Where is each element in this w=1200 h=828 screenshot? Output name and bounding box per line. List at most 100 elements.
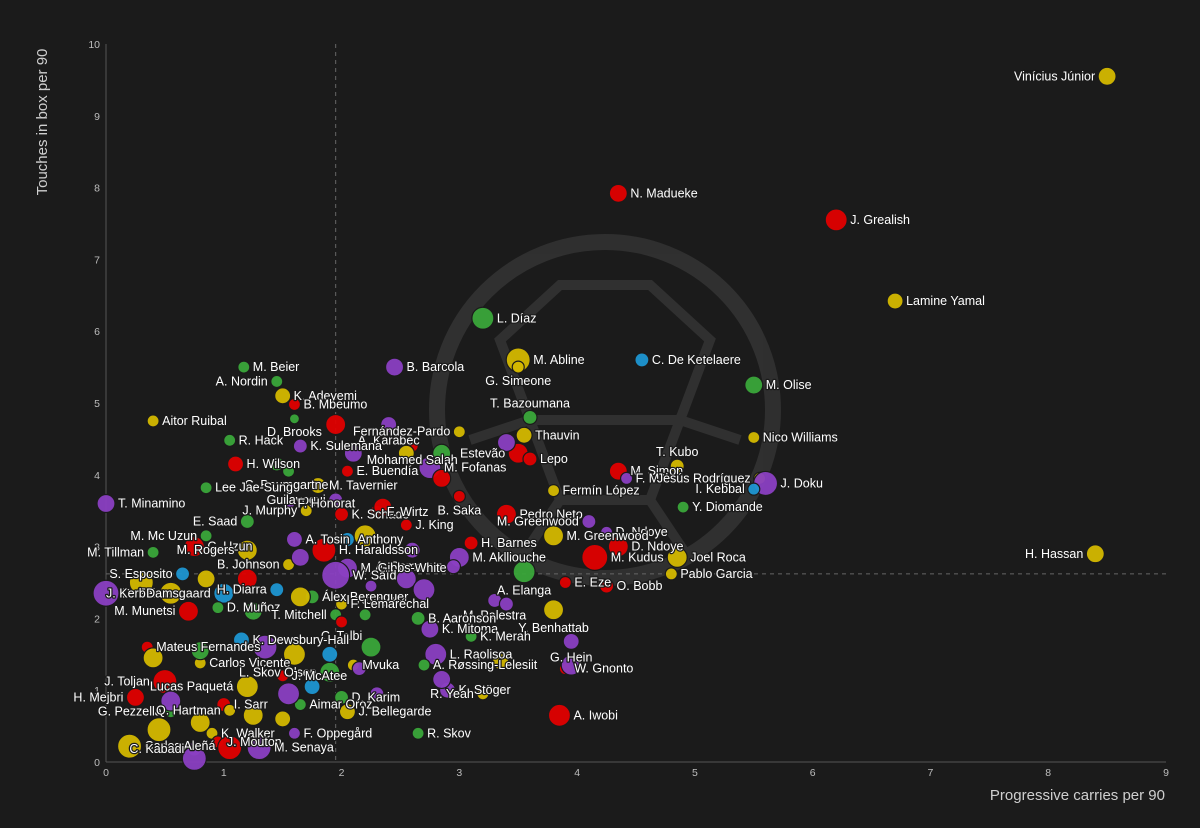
data-point[interactable]: [213, 582, 235, 604]
data-point[interactable]: [232, 631, 251, 649]
data-point[interactable]: [338, 703, 357, 721]
data-point[interactable]: [181, 745, 207, 772]
data-point[interactable]: [190, 641, 210, 661]
data-point[interactable]: [146, 414, 160, 428]
data-point[interactable]: [303, 678, 321, 696]
data-point[interactable]: [498, 596, 515, 612]
data-point[interactable]: [211, 601, 225, 615]
data-point[interactable]: [399, 518, 413, 532]
data-point[interactable]: [1085, 544, 1105, 564]
data-point[interactable]: [325, 413, 347, 436]
data-point[interactable]: [471, 306, 495, 330]
data-point[interactable]: [199, 481, 213, 495]
data-point[interactable]: [274, 387, 292, 405]
data-point[interactable]: [270, 374, 284, 389]
data-point[interactable]: [432, 443, 452, 463]
data-point[interactable]: [311, 537, 337, 563]
data-point[interactable]: [542, 599, 565, 621]
data-point[interactable]: [292, 438, 308, 454]
data-point[interactable]: [476, 687, 490, 701]
data-point[interactable]: [747, 482, 761, 496]
data-point[interactable]: [547, 703, 572, 727]
data-point[interactable]: [608, 183, 628, 203]
data-point[interactable]: [384, 357, 405, 377]
data-point[interactable]: [424, 642, 448, 666]
data-point[interactable]: [886, 292, 904, 310]
data-point[interactable]: [619, 471, 634, 485]
data-point[interactable]: [353, 524, 377, 548]
data-point[interactable]: [246, 735, 272, 761]
data-point[interactable]: [236, 568, 258, 590]
data-point[interactable]: [463, 535, 479, 551]
data-point[interactable]: [464, 629, 478, 643]
data-point[interactable]: [452, 489, 466, 503]
data-point[interactable]: [116, 733, 143, 759]
data-point[interactable]: [288, 413, 301, 425]
data-point[interactable]: [92, 579, 120, 607]
data-point[interactable]: [546, 483, 561, 498]
data-point[interactable]: [744, 375, 764, 395]
data-point[interactable]: [669, 458, 685, 474]
data-point[interactable]: [252, 634, 278, 660]
data-point[interactable]: [432, 468, 452, 488]
data-point[interactable]: [512, 560, 536, 584]
data-point[interactable]: [334, 597, 349, 611]
data-point[interactable]: [299, 504, 313, 518]
data-point[interactable]: [96, 493, 116, 514]
data-point[interactable]: [289, 586, 311, 608]
data-point[interactable]: [373, 497, 393, 517]
data-point[interactable]: [491, 652, 510, 671]
data-point[interactable]: [397, 444, 415, 462]
data-point[interactable]: [146, 545, 160, 559]
data-point[interactable]: [634, 352, 650, 368]
data-point[interactable]: [432, 669, 452, 690]
data-point[interactable]: [360, 636, 382, 658]
data-point[interactable]: [562, 632, 580, 650]
data-point[interactable]: [223, 703, 237, 717]
data-point[interactable]: [269, 582, 285, 598]
data-point[interactable]: [410, 610, 426, 627]
data-point[interactable]: [159, 581, 183, 605]
data-point[interactable]: [358, 608, 372, 622]
data-point[interactable]: [183, 535, 205, 558]
data-point[interactable]: [196, 569, 216, 589]
data-point[interactable]: [343, 443, 363, 463]
data-point[interactable]: [676, 500, 690, 514]
data-point[interactable]: [281, 464, 296, 478]
data-point[interactable]: [395, 568, 417, 590]
data-point[interactable]: [351, 661, 367, 677]
data-point[interactable]: [824, 208, 848, 232]
data-point[interactable]: [411, 726, 425, 740]
data-point[interactable]: [542, 525, 565, 547]
data-point[interactable]: [666, 546, 688, 568]
data-point[interactable]: [199, 529, 213, 543]
data-point[interactable]: [333, 506, 350, 522]
data-point[interactable]: [403, 541, 421, 559]
data-point[interactable]: [321, 645, 339, 663]
data-point[interactable]: [293, 697, 307, 712]
data-point[interactable]: [128, 569, 154, 596]
data-point[interactable]: [239, 513, 255, 530]
data-point[interactable]: [380, 415, 398, 434]
data-point[interactable]: [607, 535, 629, 558]
data-point[interactable]: [417, 658, 431, 672]
data-point[interactable]: [599, 525, 614, 539]
data-point[interactable]: [177, 600, 200, 622]
data-point[interactable]: [334, 615, 349, 629]
data-point[interactable]: [511, 360, 525, 374]
data-point[interactable]: [515, 426, 533, 444]
data-point[interactable]: [236, 539, 258, 561]
data-point[interactable]: [237, 360, 251, 374]
data-point[interactable]: [522, 409, 538, 425]
data-point[interactable]: [290, 547, 310, 567]
data-point[interactable]: [309, 476, 327, 495]
data-point[interactable]: [276, 682, 301, 706]
data-point[interactable]: [287, 726, 302, 740]
data-point[interactable]: [664, 567, 678, 581]
data-point[interactable]: [242, 704, 264, 726]
data-point[interactable]: [452, 425, 466, 439]
data-point[interactable]: [328, 492, 344, 508]
data-point[interactable]: [340, 464, 355, 478]
data-point[interactable]: [269, 456, 285, 472]
data-point[interactable]: [174, 566, 191, 582]
